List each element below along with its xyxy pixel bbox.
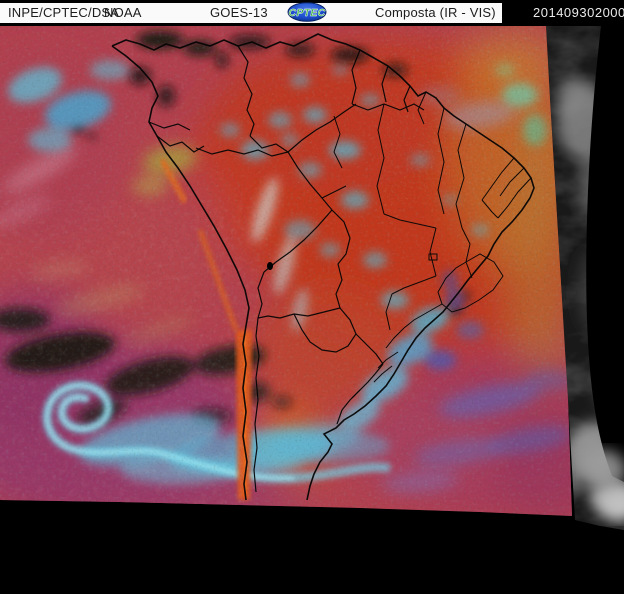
timestamp-label: 201409302000 [533,5,624,20]
state-borders [321,91,532,383]
satellite-composite-image [0,26,624,594]
green-speckle-noise [380,26,552,206]
lake-titicaca [267,262,273,270]
cptec-logo-icon: CPTEC [287,2,327,22]
title-bar-background [0,3,502,23]
cptec-logo-text: CPTEC [288,7,325,19]
noaa-label: NOAA [104,5,142,20]
agency-label: INPE/CPTEC/DSA [8,5,120,20]
title-bar: INPE/CPTEC/DSA NOAA GOES-13 CPTEC Compos… [0,0,624,26]
day-side-composite [0,26,572,516]
country-borders [111,33,535,501]
product-label: Composta (IR - VIS) [375,5,496,20]
satellite-label: GOES-13 [210,5,268,20]
terminator-crescent [586,26,624,482]
warm-ocean-texture [0,200,260,516]
